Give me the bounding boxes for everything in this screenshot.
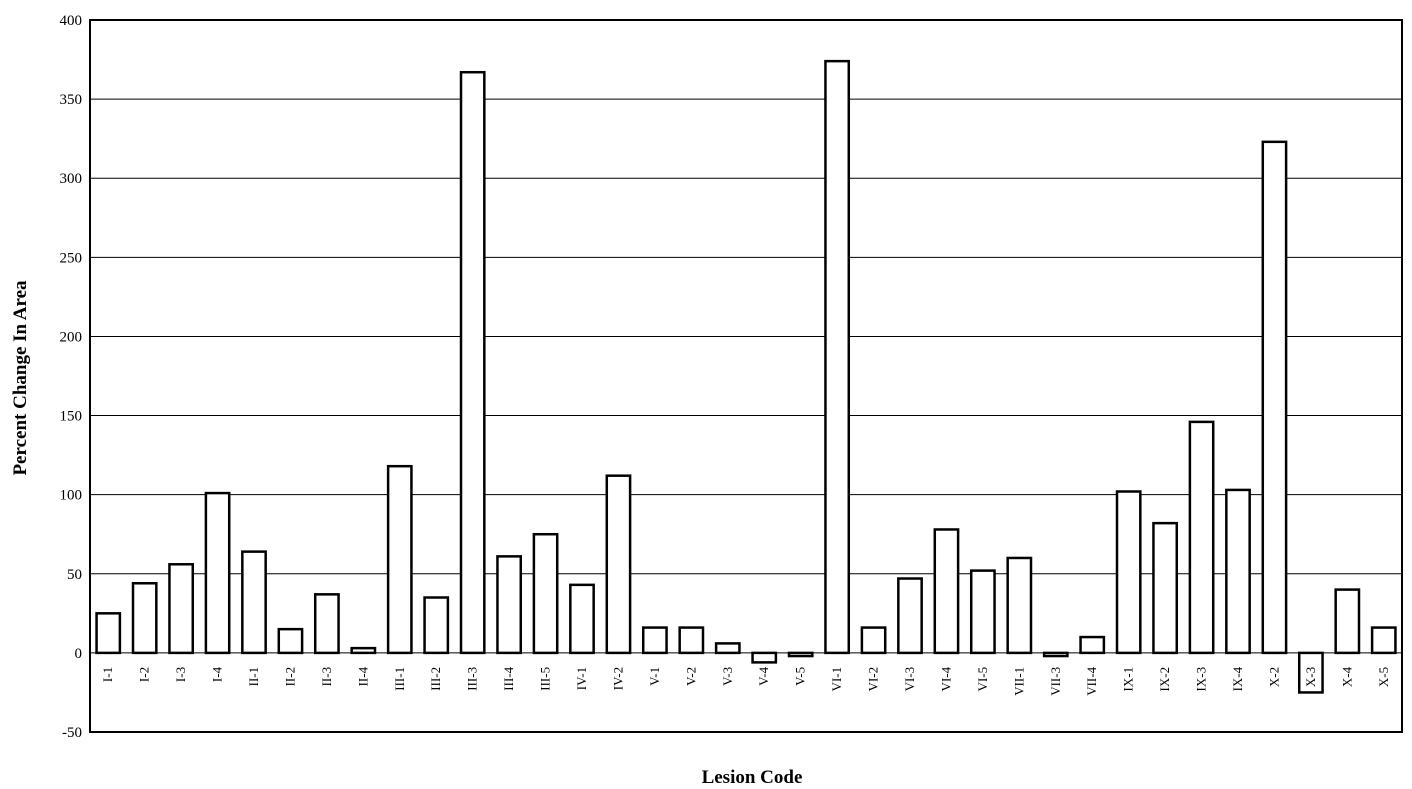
bar-IV-1 <box>569 583 595 655</box>
y-tick-label: 50 <box>67 567 82 583</box>
bar-III-3 <box>459 70 486 655</box>
x-tick-label: VI-4 <box>938 666 953 691</box>
bar-VI-3 <box>897 577 923 655</box>
bar-X-4 <box>1334 588 1361 655</box>
bars <box>95 59 1397 694</box>
bar-III-2 <box>423 596 450 655</box>
bar-VII-1 <box>1006 556 1033 655</box>
bar-IV-2 <box>605 474 632 655</box>
x-tick-label: IX-2 <box>1157 667 1172 692</box>
bar-V-1 <box>641 626 668 655</box>
x-tick-label: II-3 <box>319 667 334 687</box>
bar-VI-4 <box>933 528 960 655</box>
bar-I-3 <box>168 563 195 655</box>
y-tick-label: 0 <box>75 646 83 662</box>
x-tick-label: VI-2 <box>866 667 881 692</box>
x-tick-label: V-2 <box>683 667 698 686</box>
bar-II-1 <box>241 550 267 655</box>
bar-II-3 <box>313 593 340 655</box>
x-tick-label: III-1 <box>392 667 407 691</box>
gridlines <box>90 98 1402 654</box>
bar-IX-1 <box>1115 490 1142 655</box>
bar-VI-2 <box>860 626 887 655</box>
bar-VII-4 <box>1079 635 1106 655</box>
x-tick-label: IV-2 <box>610 667 625 690</box>
x-tick-label: I-4 <box>210 666 225 682</box>
x-tick-label: VI-5 <box>975 667 990 692</box>
x-tick-label: I-2 <box>137 667 152 682</box>
bar-X-3 <box>1297 651 1324 694</box>
x-tick-label: V-3 <box>720 667 735 686</box>
bar-III-1 <box>386 464 413 655</box>
x-tick-label: II-1 <box>246 667 261 687</box>
y-tick-label: 200 <box>60 329 83 345</box>
y-tick-label: 300 <box>60 171 83 187</box>
x-tick-label: III-5 <box>538 667 553 691</box>
x-tick-label: III-2 <box>428 667 443 691</box>
x-tick-label: X-5 <box>1376 667 1391 687</box>
x-tick-label: X-2 <box>1266 667 1281 687</box>
x-tick-label: VII-4 <box>1084 666 1099 695</box>
bar-III-5 <box>532 532 559 655</box>
x-tick-label: X-4 <box>1339 666 1354 687</box>
bar-II-2 <box>277 627 304 655</box>
x-tick-label: I-1 <box>100 667 115 682</box>
bar-IX-2 <box>1152 521 1179 655</box>
bar-I-4 <box>204 491 231 655</box>
y-tick-label: 400 <box>60 13 83 29</box>
bar-III-4 <box>496 555 523 655</box>
bar-X-2 <box>1261 140 1288 655</box>
x-tick-label: V-4 <box>756 666 771 686</box>
bar-V-2 <box>678 626 705 655</box>
y-tick-label: 150 <box>60 409 83 425</box>
y-tick-label: 100 <box>60 488 83 504</box>
bar-VII-3 <box>1042 651 1069 658</box>
x-tick-label: IX-3 <box>1194 667 1209 692</box>
bar-VI-1 <box>824 59 851 655</box>
bar-I-2 <box>131 582 158 655</box>
bar-VI-5 <box>969 569 996 655</box>
x-tick-label: V-5 <box>793 667 808 686</box>
x-tick-label: X-3 <box>1303 667 1318 687</box>
x-tick-label: II-2 <box>282 667 297 687</box>
x-tick-labels: I-1 I-2 I-3 I-4 II-1 II-2 II-3 II-4 III-1 III-2 II… <box>100 666 1391 695</box>
x-tick-label: VI-3 <box>902 667 917 692</box>
bar-IX-4 <box>1225 488 1251 655</box>
x-tick-label: III-3 <box>465 667 480 691</box>
bar-II-4 <box>350 646 377 655</box>
x-tick-label: III-4 <box>501 666 516 690</box>
x-tick-label: VII-3 <box>1048 667 1063 696</box>
x-tick-label: II-4 <box>355 666 370 686</box>
y-tick-label: 350 <box>60 92 83 108</box>
x-axis-label: Lesion Code <box>702 767 803 788</box>
x-tick-label: I-3 <box>173 667 188 682</box>
y-tick-labels: -50 0 50 100 150 200 250 300 350 400 <box>60 13 83 741</box>
bar-V-4 <box>751 651 778 664</box>
x-tick-label: IX-1 <box>1121 667 1136 692</box>
x-tick-label: IX-4 <box>1230 666 1245 691</box>
bar-V-5 <box>787 651 814 658</box>
bar-V-3 <box>714 642 741 655</box>
bar-X-5 <box>1370 626 1397 655</box>
bar-I-1 <box>95 612 122 655</box>
y-tick-label: -50 <box>62 725 82 741</box>
bar-IX-3 <box>1188 420 1215 655</box>
y-axis-label: Percent Change In Area <box>10 280 31 476</box>
x-tick-label: VI-1 <box>829 667 844 692</box>
plot-frame <box>89 19 1403 733</box>
x-tick-label: V-1 <box>647 667 662 686</box>
x-tick-label: IV-1 <box>574 667 589 690</box>
x-tick-label: VII-1 <box>1011 667 1026 696</box>
y-tick-label: 250 <box>60 250 83 266</box>
